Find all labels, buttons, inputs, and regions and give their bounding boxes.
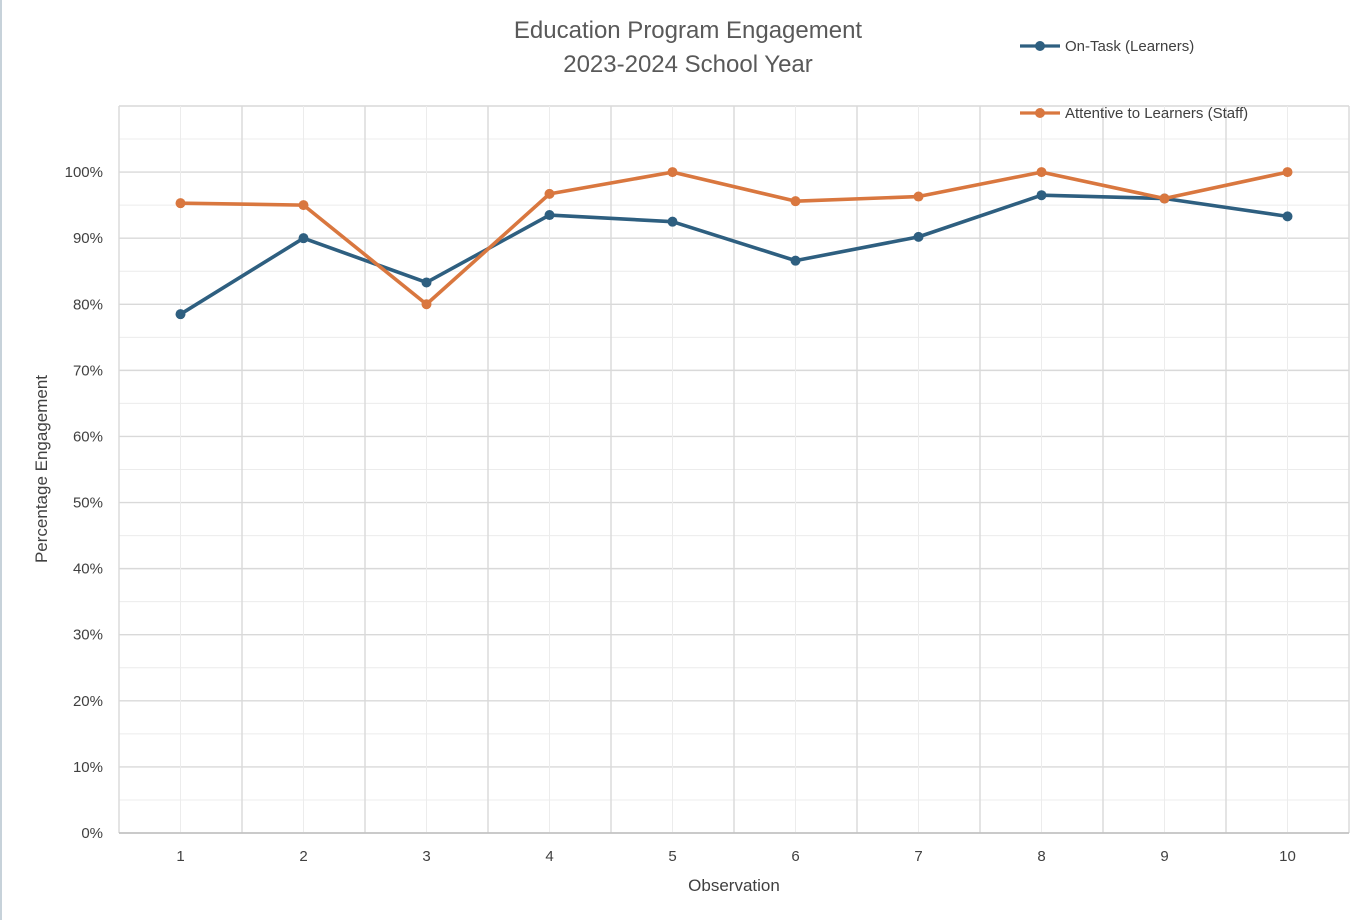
- x-tick-label: 10: [1279, 848, 1296, 865]
- data-point[interactable]: [1282, 211, 1293, 222]
- legend[interactable]: On-Task (Learners) Attentive to Learners…: [1020, 38, 1248, 122]
- legend-marker-on-task: [1035, 41, 1045, 51]
- y-tick-label: 0%: [81, 825, 103, 842]
- legend-item-attentive[interactable]: Attentive to Learners (Staff): [1020, 105, 1248, 122]
- y-tick-label: 70%: [73, 362, 103, 379]
- series-line: [179, 193, 1288, 316]
- x-tick-label: 5: [668, 848, 676, 865]
- gridlines: [118, 105, 1350, 834]
- data-point[interactable]: [298, 200, 309, 211]
- data-point[interactable]: [667, 167, 678, 178]
- y-tick-label: 50%: [73, 495, 103, 512]
- series: [175, 167, 1293, 320]
- y-tick-label: 40%: [73, 561, 103, 578]
- data-point[interactable]: [175, 198, 186, 209]
- data-point[interactable]: [1036, 167, 1047, 178]
- data-point[interactable]: [421, 299, 432, 310]
- y-axis-title: Percentage Engagement: [32, 375, 51, 563]
- data-point[interactable]: [667, 216, 678, 227]
- x-tick-label: 4: [545, 848, 553, 865]
- legend-item-on-task[interactable]: On-Task (Learners): [1020, 38, 1194, 55]
- legend-label-on-task: On-Task (Learners): [1065, 38, 1194, 55]
- data-point[interactable]: [298, 233, 309, 244]
- data-point[interactable]: [913, 231, 924, 242]
- x-tick-label: 9: [1160, 848, 1168, 865]
- y-tick-label: 10%: [73, 759, 103, 776]
- series-line: [180, 170, 1288, 307]
- x-tick-label: 1: [176, 848, 184, 865]
- data-point[interactable]: [790, 255, 801, 266]
- data-point[interactable]: [913, 191, 924, 202]
- x-axis-title: Observation: [688, 876, 780, 895]
- chart-title: Education Program Engagement: [514, 17, 863, 44]
- data-point[interactable]: [175, 309, 186, 320]
- series-1: [175, 167, 1293, 310]
- data-point[interactable]: [1159, 193, 1170, 204]
- data-point[interactable]: [544, 188, 555, 199]
- data-point[interactable]: [1036, 190, 1047, 201]
- y-tick-label: 30%: [73, 627, 103, 644]
- data-point[interactable]: [421, 277, 432, 288]
- x-tick-label: 6: [791, 848, 799, 865]
- y-tick-label: 60%: [73, 428, 103, 445]
- x-tick-label: 8: [1037, 848, 1045, 865]
- axes: 0% 10% 20% 30% 40% 50% 60% 70% 80% 90% 100% 1 2 3 4 5 6 7…: [65, 164, 1349, 865]
- data-point[interactable]: [790, 196, 801, 207]
- data-point[interactable]: [1282, 167, 1293, 178]
- legend-label-attentive: Attentive to Learners (Staff): [1065, 105, 1248, 122]
- y-tick-label: 80%: [73, 296, 103, 313]
- x-tick-label: 3: [422, 848, 430, 865]
- y-tick-label: 90%: [73, 230, 103, 247]
- y-tick-label: 100%: [65, 164, 103, 181]
- x-tick-label: 2: [299, 848, 307, 865]
- legend-marker-attentive: [1035, 108, 1045, 118]
- x-tick-label: 7: [914, 848, 922, 865]
- data-point[interactable]: [544, 210, 555, 221]
- y-tick-label: 20%: [73, 693, 103, 710]
- chart-subtitle: 2023-2024 School Year: [563, 51, 813, 78]
